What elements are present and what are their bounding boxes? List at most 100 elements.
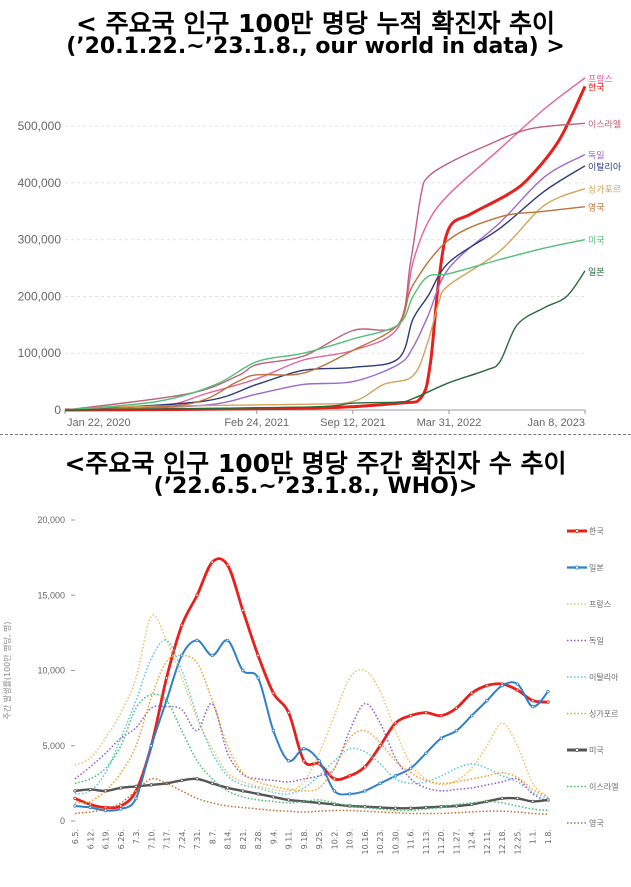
data-point	[210, 781, 215, 786]
y-tick-label: 500,000	[18, 119, 62, 133]
y-tick-label: 0	[60, 816, 65, 826]
series-line	[64, 206, 586, 411]
x-tick-label: 9.4.	[269, 829, 278, 844]
data-point	[332, 777, 337, 781]
data-point	[195, 638, 199, 643]
data-point	[332, 802, 337, 807]
data-point	[317, 801, 321, 805]
data-point	[225, 638, 230, 643]
x-tick-label: 11.27.	[452, 829, 461, 854]
y-tick-label: 15,000	[37, 590, 65, 600]
data-point	[500, 683, 504, 688]
data-point	[546, 700, 550, 704]
x-tick-label: 7.3.	[132, 829, 141, 844]
x-tick-label: 8.21.	[239, 829, 248, 849]
data-point	[332, 789, 337, 793]
y-tick-label: 5,000	[42, 741, 65, 751]
series-line	[74, 702, 549, 803]
data-point	[317, 759, 321, 763]
y-tick-label: 20,000	[37, 515, 65, 525]
legend-marker	[575, 748, 580, 753]
legend-label: 미국	[589, 746, 604, 755]
series-end-label: 영국	[588, 203, 605, 214]
data-point	[271, 729, 276, 733]
series-line	[64, 187, 586, 411]
series-line	[74, 557, 549, 810]
data-point	[241, 789, 245, 793]
series-line	[74, 654, 549, 804]
data-point	[271, 795, 276, 799]
x-tick-label: 6.5.	[71, 829, 80, 844]
x-tick-label: 9.11.	[285, 829, 294, 849]
data-point	[439, 736, 443, 740]
data-point	[378, 744, 382, 748]
series-end-label: 이스라엘	[588, 119, 621, 130]
legend-label: 이탈리아	[589, 672, 619, 682]
x-tick-label: 11.13.	[422, 829, 431, 854]
data-point	[408, 806, 413, 810]
data-point	[134, 796, 138, 801]
chart-title-bottom: <주요국 인구 100만 명당 주간 확진자 수 추이	[64, 449, 567, 478]
data-point	[286, 798, 291, 802]
x-tick-label: 6.19.	[102, 829, 111, 849]
legend-label: 싱가포르	[589, 709, 618, 719]
x-tick-label: 12.11.	[483, 829, 492, 854]
data-point	[531, 704, 535, 709]
series-end-label: 미국	[588, 236, 605, 247]
data-point	[424, 751, 428, 755]
x-tick-label: 1.1.	[529, 829, 538, 844]
y-tick-label: 400,000	[18, 176, 62, 190]
data-point	[439, 713, 443, 718]
x-tick-label: 12.25.	[513, 829, 522, 854]
data-point	[195, 593, 199, 597]
data-point	[363, 789, 367, 793]
data-point	[241, 608, 245, 612]
data-point	[195, 777, 199, 781]
x-tick-label: 11.20.	[437, 829, 446, 854]
x-tick-label: 7.10.	[147, 829, 156, 849]
x-tick-label: 6.26.	[117, 829, 126, 849]
x-tick-label: 10.2.	[330, 829, 339, 849]
x-tick-label: 10.9.	[346, 829, 355, 849]
data-point	[271, 691, 276, 695]
data-point	[73, 789, 77, 793]
data-point	[454, 706, 459, 710]
data-point	[500, 796, 504, 801]
x-tick-label: Sep 12, 2021	[320, 417, 385, 429]
x-tick-label: Jan 8, 2023	[528, 417, 586, 429]
data-point	[88, 805, 92, 810]
series-line	[64, 165, 586, 411]
data-point	[103, 808, 108, 813]
data-point	[485, 698, 489, 703]
y-tick-label: 100,000	[18, 346, 62, 360]
data-point	[73, 796, 77, 801]
data-point	[485, 683, 489, 688]
data-point	[302, 759, 306, 763]
data-point	[408, 713, 413, 718]
data-point	[302, 747, 306, 751]
x-tick-label: 7.17.	[163, 829, 172, 849]
series-line	[64, 239, 586, 411]
legend-label: 프랑스	[589, 599, 611, 609]
series-end-label: 이탈리아	[588, 162, 622, 173]
chart-title-top: < 주요국 인구 100만 명당 누적 확진자 추이	[75, 9, 556, 38]
x-tick-label: 7.31.	[193, 829, 202, 849]
x-tick-label: 8.14.	[224, 829, 233, 849]
x-tick-label: Jan 22, 2020	[67, 417, 131, 429]
data-point	[241, 668, 245, 673]
series-end-label: 일본	[588, 267, 605, 278]
y-tick-label: 10,000	[37, 666, 65, 676]
legend-label: 영국	[589, 818, 604, 828]
x-tick-label: 8.7.	[208, 829, 217, 844]
data-point	[286, 759, 291, 763]
data-point	[225, 563, 230, 567]
section-divider	[0, 434, 631, 435]
y-tick-label: 300,000	[18, 233, 62, 247]
series-end-label: 싱가포르	[588, 185, 621, 196]
data-point	[119, 804, 123, 808]
series-end-label: 독일	[588, 150, 605, 161]
x-tick-label: 6.12.	[86, 829, 95, 849]
data-point	[363, 765, 367, 769]
legend-label: 이스라엘	[589, 782, 618, 792]
